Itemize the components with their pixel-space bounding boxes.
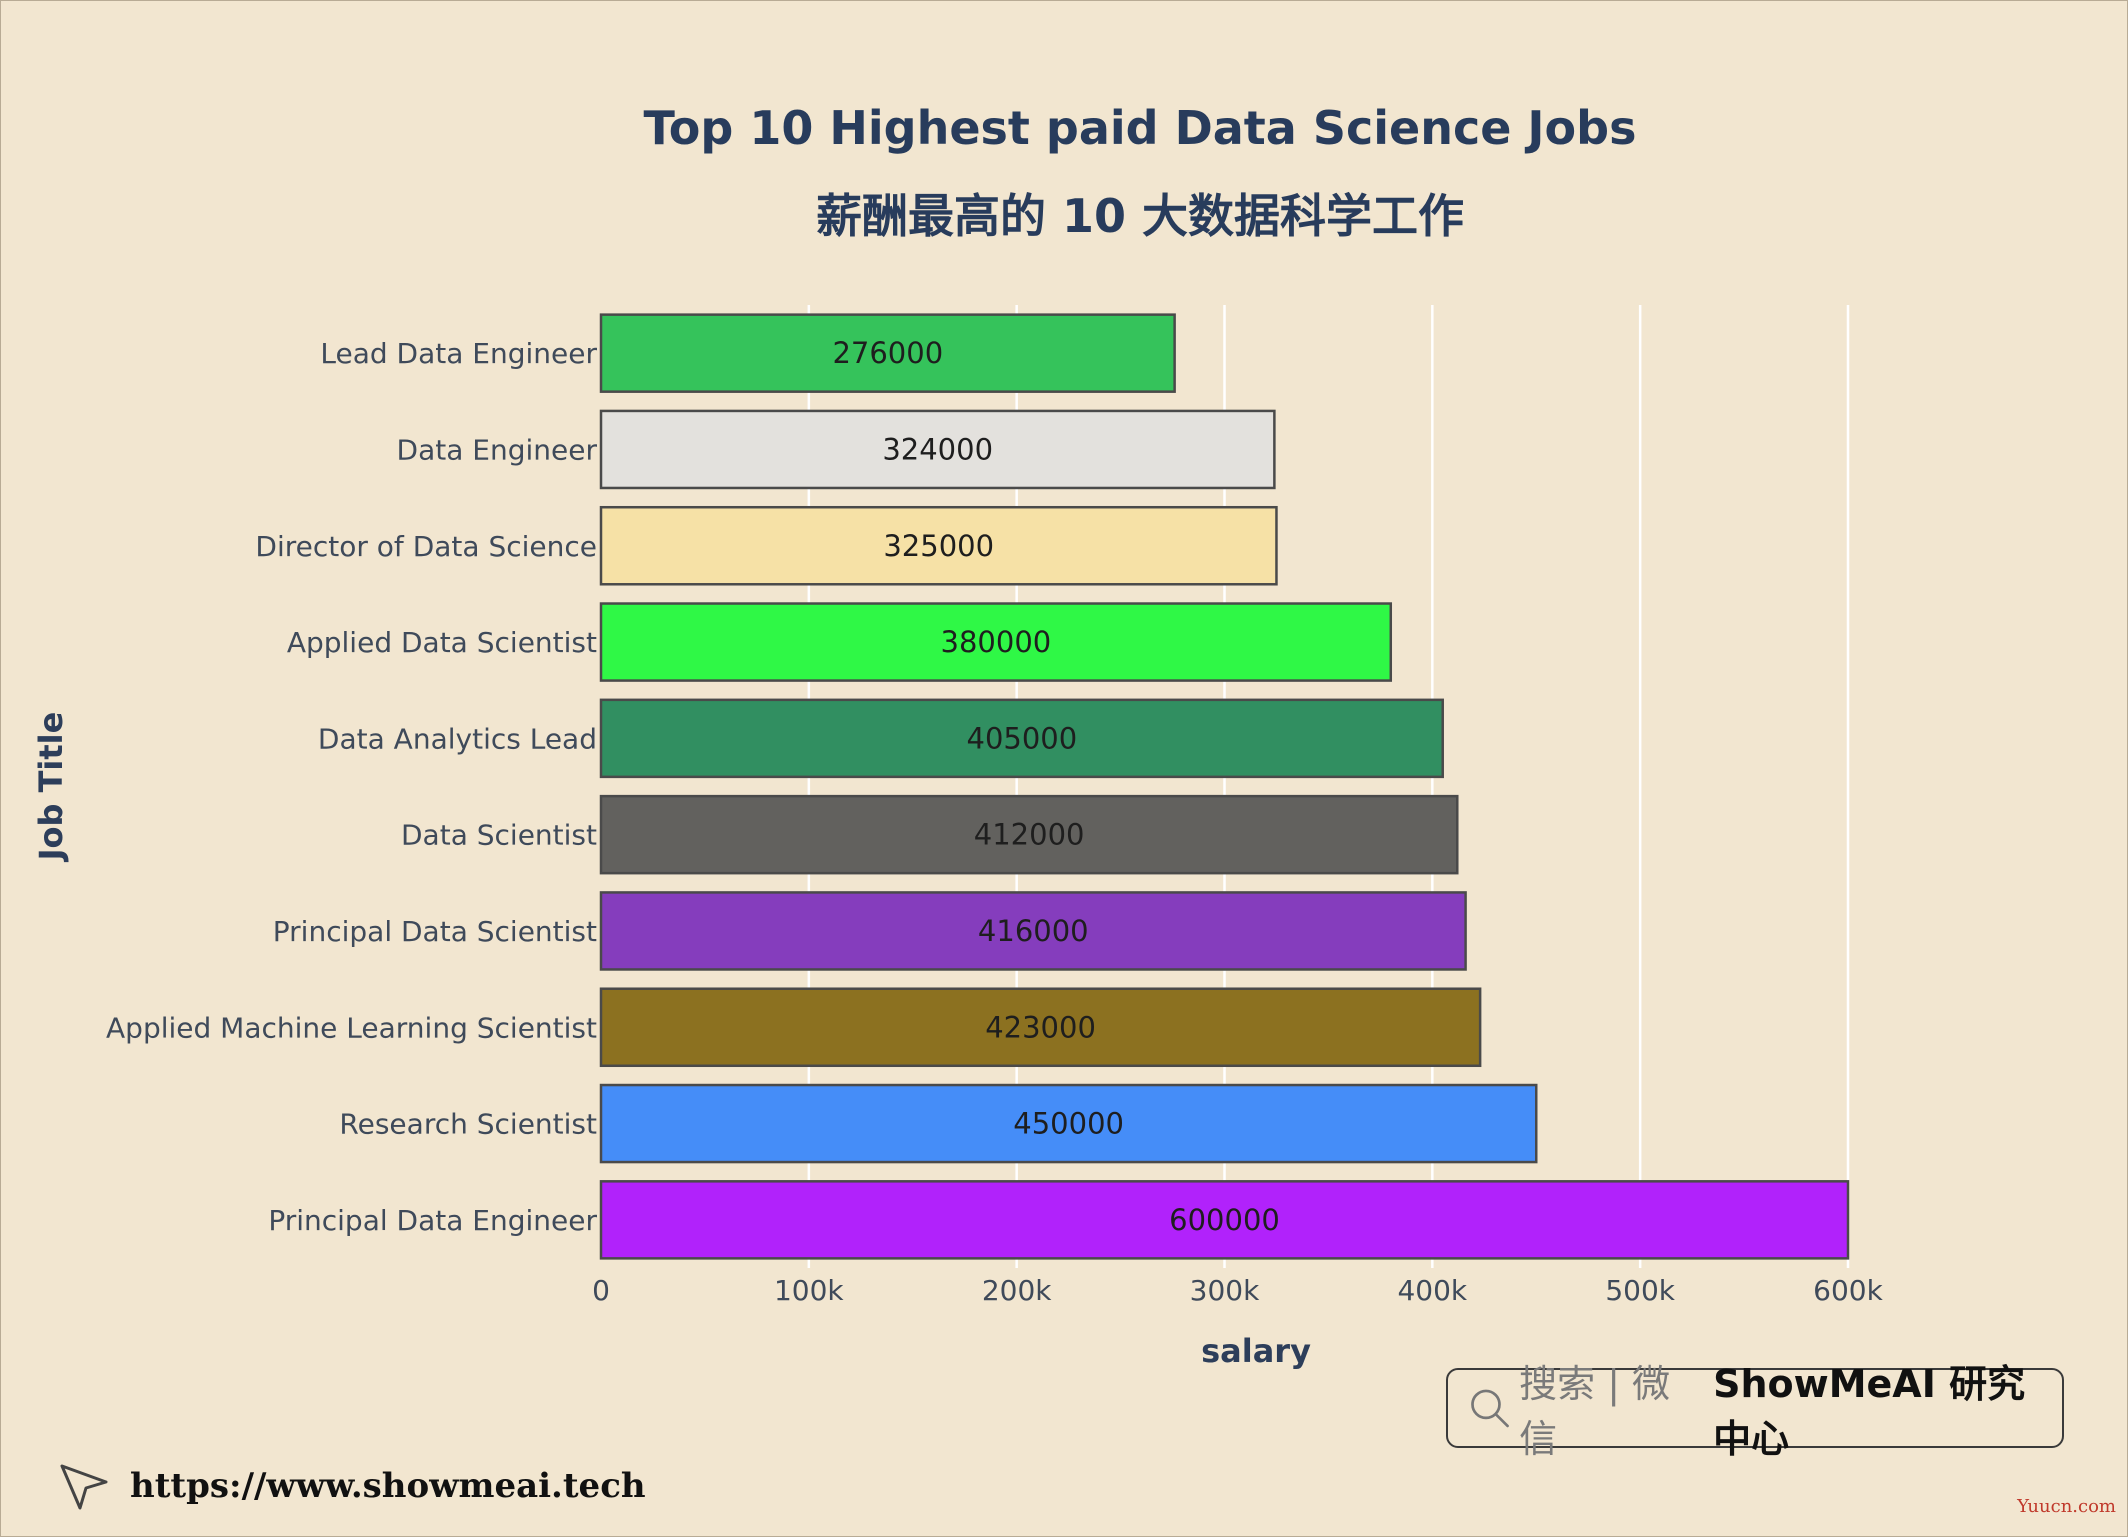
x-tick-label: 600k [1813,1274,1883,1307]
website-link-row: https://www.showmeai.tech [56,1458,646,1514]
bar [599,505,1278,586]
category-labels: Lead Data Engineer Data Engineer Director … [106,337,597,1237]
cursor-icon [60,1464,108,1510]
website-url[interactable]: https://www.showmeai.tech [130,1466,646,1506]
category-label: Applied Machine Learning Scientist [106,1011,597,1044]
category-label: Applied Data Scientist [287,626,597,659]
chart-title: Top 10 Highest paid Data Science Jobs [644,101,1637,155]
bar [599,602,1393,682]
bar [599,698,1444,779]
bar-value-label: 600000 [1169,1203,1280,1237]
category-label: Research Scientist [339,1108,597,1141]
bar-value-label: 324000 [882,432,993,466]
bar [599,1083,1538,1164]
bar [599,794,1459,875]
brand-name: ShowMeAI 研究中心 [1713,1362,2026,1461]
x-axis-title: salary [1201,1332,1311,1370]
category-label: Principal Data Scientist [273,915,597,948]
category-label: Data Analytics Lead [318,722,597,755]
x-tick-label: 500k [1605,1274,1675,1307]
x-tick-label: 100k [774,1274,844,1307]
category-label: Lead Data Engineer [320,337,597,370]
x-tick-label: 300k [1190,1274,1260,1307]
bar-value-label: 276000 [832,336,943,370]
bar-value-label: 416000 [978,914,1089,948]
wechat-search-box: 搜索 | 微信 ShowMeAI 研究中心 [1446,1362,2064,1461]
category-label: Principal Data Engineer [268,1204,597,1237]
bars-group: 276000 324000 325000 380000 405000 412000 4160… [599,313,1850,1260]
bar [599,313,1176,393]
bar [599,891,1467,971]
bar-value-label: 380000 [941,625,1052,659]
x-tick-labels: 0 100k 200k 300k 400k 500k 600k [592,1274,1884,1307]
category-label: Director of Data Science [255,530,597,563]
bar-value-label: 405000 [967,721,1078,755]
bar [599,409,1276,490]
bar [599,987,1482,1068]
bar-value-label: 325000 [883,529,994,563]
bar-value-label: 450000 [1013,1107,1124,1141]
search-text: 搜索 | 微信 [1519,1362,1671,1461]
watermark: Yuucn.com [2017,1496,2116,1517]
category-label: Data Scientist [401,819,597,852]
chart-subtitle: 薪酬最高的 10 大数据科学工作 [816,189,1464,243]
category-label: Data Engineer [397,433,598,466]
x-tick-label: 0 [592,1274,610,1307]
bar-value-label: 423000 [985,1010,1096,1044]
x-tick-label: 400k [1397,1274,1467,1307]
bar [599,1180,1850,1260]
x-tick-label: 200k [982,1274,1052,1307]
y-axis-title: Job Title [32,712,70,863]
search-icon [1471,1389,1509,1428]
bar-value-label: 412000 [974,818,1085,852]
